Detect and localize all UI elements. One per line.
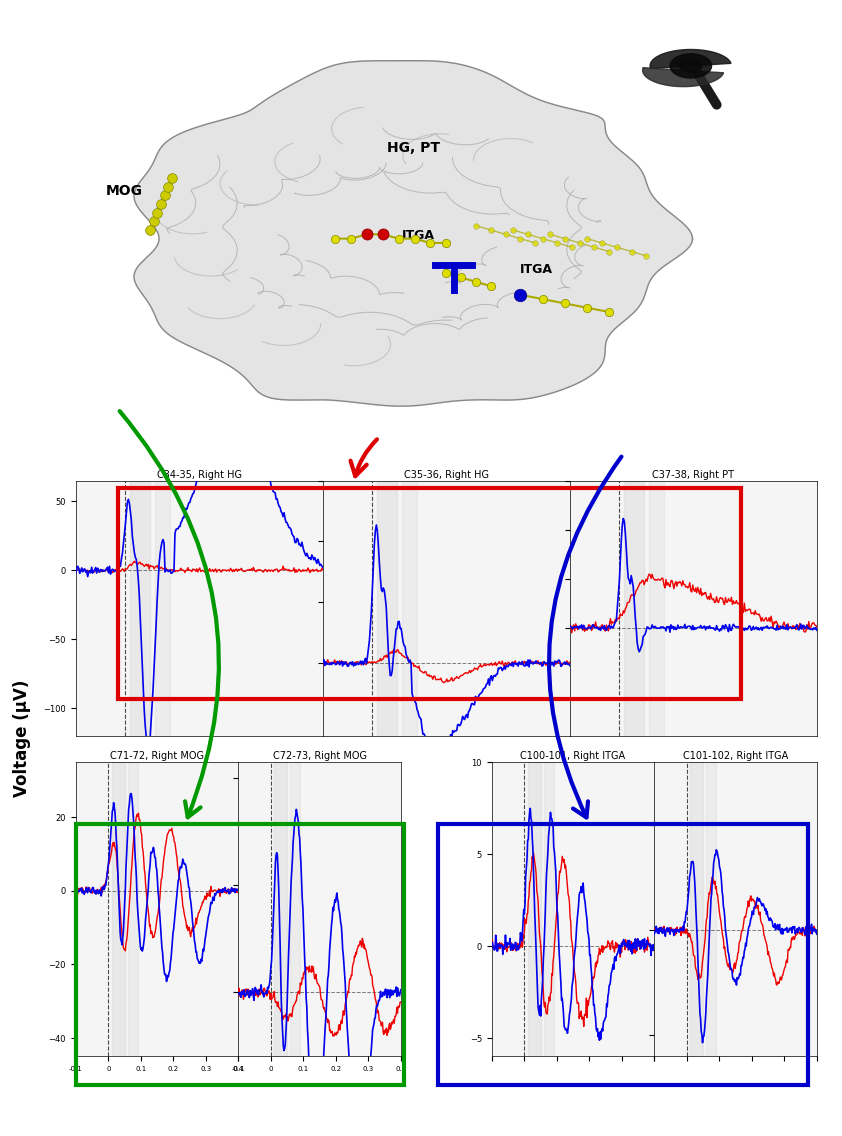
Title: C101-102, Right ITGA: C101-102, Right ITGA <box>683 751 788 761</box>
Title: C35-36, Right HG: C35-36, Right HG <box>404 470 488 479</box>
Text: Voltage (μV): Voltage (μV) <box>13 679 30 797</box>
Bar <box>131 481 150 736</box>
Bar <box>290 762 300 1056</box>
Title: C72-73, Right MOG: C72-73, Right MOG <box>273 751 366 761</box>
Bar <box>128 762 137 1056</box>
Polygon shape <box>679 59 702 73</box>
Title: C100-101, Right ITGA: C100-101, Right ITGA <box>520 751 626 761</box>
Polygon shape <box>670 53 711 78</box>
Bar <box>527 762 541 1056</box>
Bar <box>706 762 716 1056</box>
Title: C34-35, Right HG: C34-35, Right HG <box>157 470 242 479</box>
Bar <box>624 481 644 736</box>
Title: C37-38, Right PT: C37-38, Right PT <box>653 470 734 479</box>
Bar <box>274 762 287 1056</box>
Bar <box>111 762 125 1056</box>
Bar <box>544 762 553 1056</box>
Bar <box>155 481 169 736</box>
Text: HG, PT: HG, PT <box>387 141 440 156</box>
Text: ITGA: ITGA <box>520 264 553 276</box>
Bar <box>377 481 397 736</box>
Text: ITGA: ITGA <box>402 228 434 242</box>
Polygon shape <box>642 68 723 86</box>
Text: MOG: MOG <box>105 184 142 199</box>
Polygon shape <box>650 50 731 68</box>
Bar <box>649 481 663 736</box>
Polygon shape <box>134 60 693 407</box>
Bar <box>402 481 417 736</box>
Title: C71-72, Right MOG: C71-72, Right MOG <box>110 751 204 761</box>
Bar <box>690 762 703 1056</box>
